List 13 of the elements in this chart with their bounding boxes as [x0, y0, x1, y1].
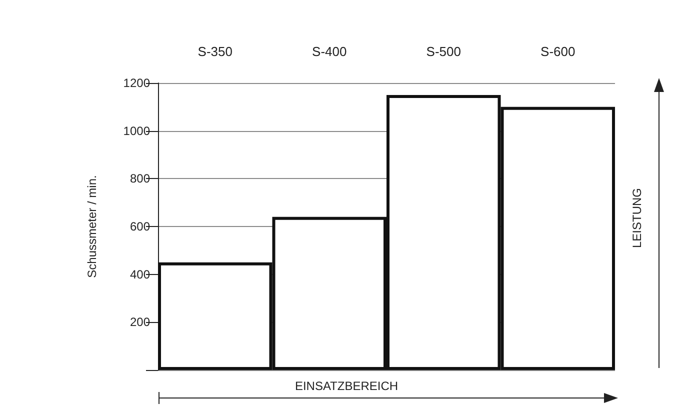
x-axis-title: EINSATZBEREICH [294, 379, 398, 393]
x-tick-label: S-350 [198, 44, 232, 59]
y-tick-label: 400 [130, 267, 150, 282]
y-tick-label: 600 [130, 220, 150, 234]
y-tick-label: 200 [130, 315, 150, 330]
x-tick-label: S-400 [312, 44, 347, 59]
y2-axis-title: LEISTUNG [630, 188, 644, 248]
y-tick-label: 800 [130, 172, 150, 186]
y-axis-title: Schussmeter / min. [85, 175, 99, 278]
x-tick-label: S-500 [426, 44, 461, 59]
x-tick-label: S-600 [540, 44, 576, 59]
y-tick-label: 1000 [123, 124, 150, 138]
y-tick-label: 1200 [123, 76, 150, 90]
